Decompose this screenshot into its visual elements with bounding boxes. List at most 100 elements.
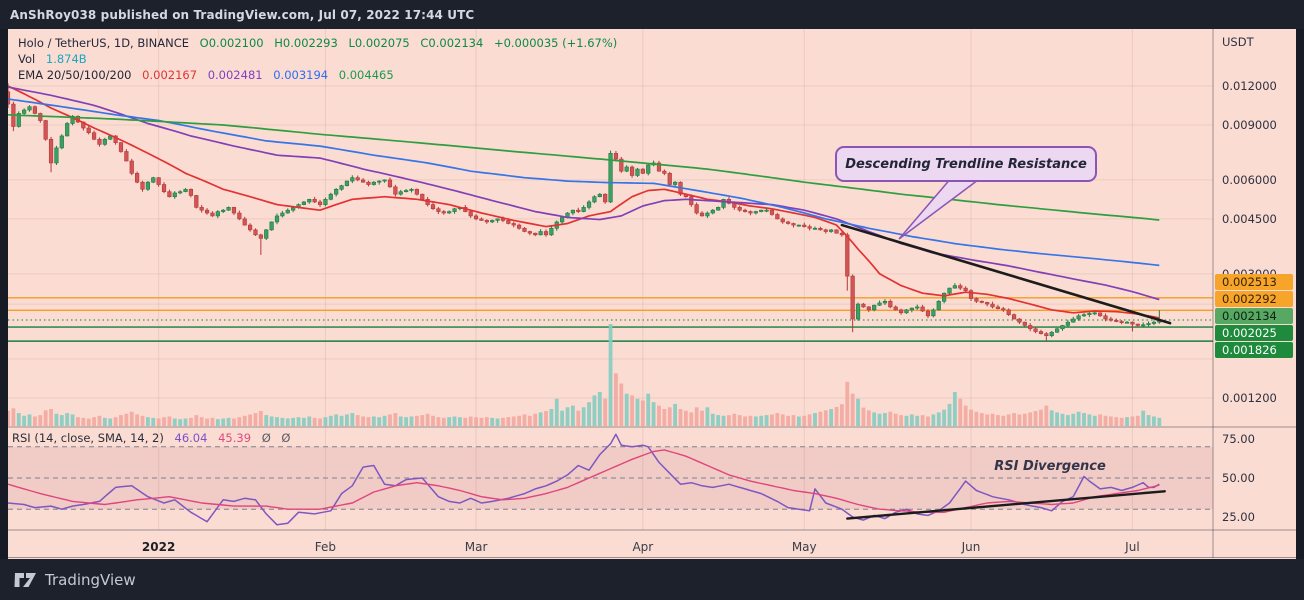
rsi-sma-value: 45.39: [218, 431, 252, 445]
volume-bar: [807, 414, 812, 426]
candle: [882, 300, 888, 304]
rsi-hidden-value-1: Ø: [261, 431, 271, 445]
candle: [167, 191, 172, 198]
volume-bar: [495, 418, 500, 426]
candle: [898, 309, 904, 314]
candle: [839, 232, 844, 236]
volume-bar: [850, 393, 855, 426]
volume-bar: [775, 413, 780, 426]
candle: [603, 193, 608, 203]
volume-bar: [479, 417, 484, 426]
price-level-label-box: [1215, 291, 1293, 307]
ema-label[interactable]: EMA 20/50/100/200: [18, 68, 132, 82]
candle: [1114, 319, 1119, 322]
candle: [404, 190, 409, 193]
candle: [979, 300, 984, 303]
candle: [102, 138, 107, 145]
publication-bar: AnShRoy038 published on TradingView.com,…: [0, 0, 1304, 29]
candle: [560, 217, 565, 223]
candle: [705, 212, 710, 217]
volume-bar: [86, 418, 91, 426]
trendline-callout-bubble[interactable]: Descending Trendline Resistance: [835, 146, 1097, 182]
candle: [1151, 321, 1157, 324]
rsi-divergence-trendline[interactable]: [846, 490, 1166, 520]
candle: [624, 166, 629, 172]
volume-bar: [221, 418, 226, 426]
candle: [753, 211, 758, 214]
volume-bar: [840, 404, 844, 426]
candle: [27, 106, 32, 111]
candle: [866, 306, 871, 311]
volume-bar: [1152, 416, 1156, 426]
descending-trendline[interactable]: [840, 223, 1172, 325]
candle: [1033, 328, 1038, 332]
chart-background: [8, 29, 1296, 558]
candle: [1028, 325, 1033, 330]
candle: [909, 307, 914, 311]
candle: [1141, 324, 1146, 327]
volume-bar: [463, 417, 468, 426]
candle: [215, 211, 220, 217]
price-tick-label: 0.004500: [1222, 212, 1277, 226]
volume-bar: [205, 418, 209, 426]
candle: [516, 224, 522, 229]
price-chart-canvas[interactable]: USDT 0.012000 0.009000 0.006000 0.004500 0.00…: [8, 29, 1296, 559]
volume-bar: [59, 415, 64, 426]
volume-bar: [721, 415, 726, 426]
volume-label[interactable]: Vol: [18, 52, 36, 66]
candle: [334, 188, 339, 195]
candle: [888, 300, 893, 308]
chart-container[interactable]: USDT 0.012000 0.009000 0.006000 0.004500 0.00…: [8, 29, 1296, 559]
candle: [22, 109, 27, 114]
volume-bar: [8, 410, 10, 426]
candle: [371, 181, 376, 185]
price-tick-label: 0.009000: [1222, 118, 1277, 132]
candle: [479, 218, 484, 221]
ohlc-low: L0.002075: [348, 36, 410, 50]
rsi-title[interactable]: RSI (14, close, SMA, 14, 2): [12, 431, 164, 445]
volume-bar: [145, 417, 150, 426]
volume-bar: [614, 373, 618, 426]
rsi-legend: RSI (14, close, SMA, 14, 2) 46.04 45.39 …: [12, 431, 297, 445]
candle: [97, 138, 102, 145]
volume-bar: [178, 419, 183, 426]
volume-bar: [1135, 415, 1140, 426]
rsi-divergence-label[interactable]: RSI Divergence: [980, 459, 1120, 474]
brand-name[interactable]: TradingView: [45, 570, 136, 589]
candle: [393, 186, 398, 195]
candle: [829, 229, 834, 232]
volume-bar: [447, 417, 452, 426]
candle: [818, 227, 823, 231]
candle: [936, 300, 941, 311]
candle: [904, 309, 909, 314]
candle: [248, 224, 253, 231]
candle: [990, 303, 995, 308]
month-label: Feb: [315, 540, 336, 554]
volume-bar: [366, 417, 371, 426]
candle: [317, 201, 323, 205]
candle: [543, 231, 549, 236]
volume-bar: [560, 410, 565, 426]
month-label: Jul: [1124, 540, 1139, 554]
candle: [694, 204, 699, 214]
volume-bar: [1082, 413, 1086, 426]
volume-bar: [506, 417, 511, 426]
volume-bar: [667, 407, 672, 426]
ohlc-high: H0.002293: [274, 36, 338, 50]
ema50-line: [8, 86, 1160, 301]
volume-bar: [285, 418, 290, 426]
symbol-title[interactable]: Holo / TetherUS, 1D, BINANCE: [18, 36, 190, 50]
volume-bar: [587, 402, 591, 426]
candle: [129, 160, 134, 174]
candle: [1130, 321, 1135, 325]
volume-bar: [253, 413, 258, 426]
candle: [662, 170, 667, 174]
volume-bar: [129, 411, 134, 426]
candle: [1103, 315, 1108, 320]
tradingview-logo-icon[interactable]: [14, 570, 37, 590]
candle: [1011, 314, 1017, 320]
volume-bar: [436, 417, 441, 426]
candle: [1017, 318, 1022, 323]
volume-bar: [226, 417, 231, 426]
volume-bar: [780, 414, 785, 426]
